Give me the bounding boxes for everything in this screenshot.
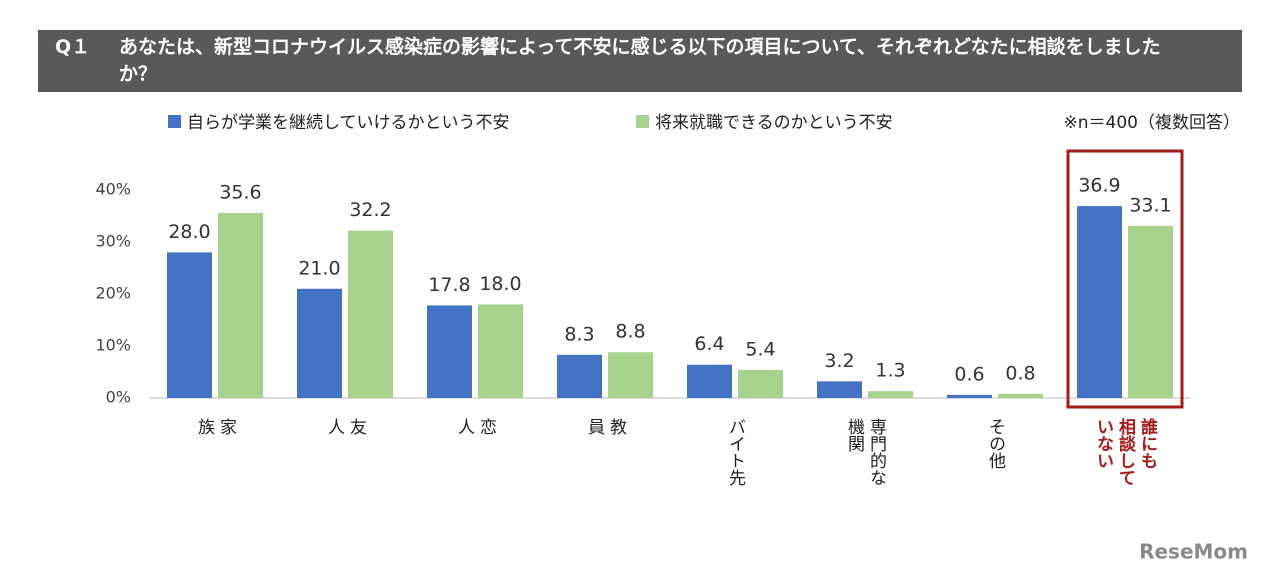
x-tick-label: 家 族 <box>194 418 236 435</box>
value-label: 17.8 <box>428 274 470 296</box>
y-tick-label: 40% <box>95 180 131 199</box>
value-label: 28.0 <box>168 221 210 243</box>
x-tick-label: 専門的な 機関 <box>844 418 886 486</box>
value-label: 0.6 <box>954 363 984 385</box>
value-label: 35.6 <box>219 181 261 203</box>
bar <box>817 381 862 398</box>
value-label: 32.2 <box>349 199 391 221</box>
bar <box>738 369 783 398</box>
y-tick-label: 30% <box>95 232 131 251</box>
bar <box>348 230 393 398</box>
value-label: 1.3 <box>875 360 905 382</box>
legend-swatch <box>636 115 649 128</box>
bar <box>297 288 342 398</box>
bar <box>557 354 602 398</box>
highlight-box <box>1066 149 1184 409</box>
bar <box>947 394 992 398</box>
question-number: Q１ <box>55 36 91 58</box>
x-tick-label: 教 員 <box>584 418 626 435</box>
bar <box>478 304 523 398</box>
chart-title: あなたは、新型コロナウイルス感染症の影響によって不安に感じる以下の項目について、… <box>119 36 1161 85</box>
y-tick-label: 10% <box>95 336 131 355</box>
legend-label: 将来就職できるのかという不安 <box>655 113 893 133</box>
value-label: 5.4 <box>745 338 775 360</box>
bar <box>1077 206 1122 398</box>
legend-label: 自らが学業を継続していけるかという不安 <box>187 113 510 133</box>
value-label: 6.4 <box>694 333 724 355</box>
value-label: 8.8 <box>615 321 645 343</box>
bar <box>608 352 653 398</box>
title-bar: Q１ あなたは、新型コロナウイルス感染症の影響によって不安に感じる以下の項目につ… <box>38 30 1242 92</box>
bar <box>1128 225 1173 398</box>
value-label: 36.9 <box>1078 175 1120 197</box>
bar <box>687 364 732 398</box>
bar <box>167 252 212 398</box>
legend-swatch <box>168 115 181 128</box>
value-label: 21.0 <box>298 257 340 279</box>
value-label: 8.3 <box>564 323 594 345</box>
x-tick-label: バイト先 <box>725 418 745 486</box>
bar <box>218 212 263 398</box>
value-label: 33.1 <box>1129 194 1171 216</box>
value-label: 18.0 <box>479 273 521 295</box>
y-tick-label: 0% <box>106 388 131 407</box>
annotation: ※n＝400（複数回答） <box>1064 113 1240 133</box>
bar <box>998 393 1043 398</box>
value-label: 0.8 <box>1005 362 1035 384</box>
x-tick-label: 友 人 <box>324 418 366 435</box>
bar <box>427 305 472 398</box>
x-tick-label: その他 <box>985 418 1005 469</box>
y-tick-label: 20% <box>95 284 131 303</box>
value-label: 3.2 <box>824 350 854 372</box>
bar <box>868 391 913 398</box>
watermark: ReseMom <box>1139 540 1248 564</box>
x-tick-label: 恋 人 <box>454 418 496 435</box>
x-tick-label: 誰にも 相談して いない <box>1093 418 1157 486</box>
